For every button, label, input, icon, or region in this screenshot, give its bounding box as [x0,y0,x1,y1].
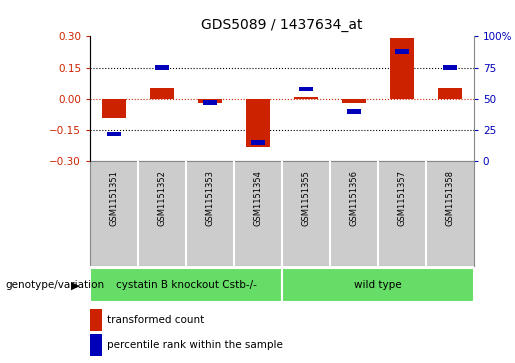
Bar [90,334,101,356]
Bar [299,86,313,91]
Text: GSM1151351: GSM1151351 [110,170,118,226]
Text: GSM1151354: GSM1151354 [253,170,263,226]
Text: ▶: ▶ [71,280,80,290]
Bar [102,99,126,118]
Bar [438,89,462,99]
Bar [390,38,414,99]
Title: GDS5089 / 1437634_at: GDS5089 / 1437634_at [201,19,363,33]
Bar [90,268,282,302]
Bar [108,131,121,136]
Bar [395,49,408,54]
Text: wild type: wild type [354,280,402,290]
Text: transformed count: transformed count [108,315,204,325]
Text: GSM1151356: GSM1151356 [349,170,358,226]
Bar [342,99,366,103]
Bar [156,65,169,70]
Text: GSM1151358: GSM1151358 [445,170,454,226]
Bar [198,99,222,103]
Bar [90,309,101,331]
Text: percentile rank within the sample: percentile rank within the sample [108,340,283,350]
Text: GSM1151355: GSM1151355 [301,170,311,226]
Bar [347,109,360,114]
Bar [443,65,456,70]
Bar [251,140,265,145]
Text: genotype/variation: genotype/variation [5,280,104,290]
Text: GSM1151352: GSM1151352 [158,170,166,226]
Bar [246,99,270,147]
Text: GSM1151357: GSM1151357 [398,170,406,226]
Text: GSM1151353: GSM1151353 [205,170,215,226]
Bar [203,100,217,105]
Text: cystatin B knockout Cstb-/-: cystatin B knockout Cstb-/- [115,280,256,290]
Bar [294,97,318,99]
Bar [150,89,174,99]
Bar [282,268,474,302]
